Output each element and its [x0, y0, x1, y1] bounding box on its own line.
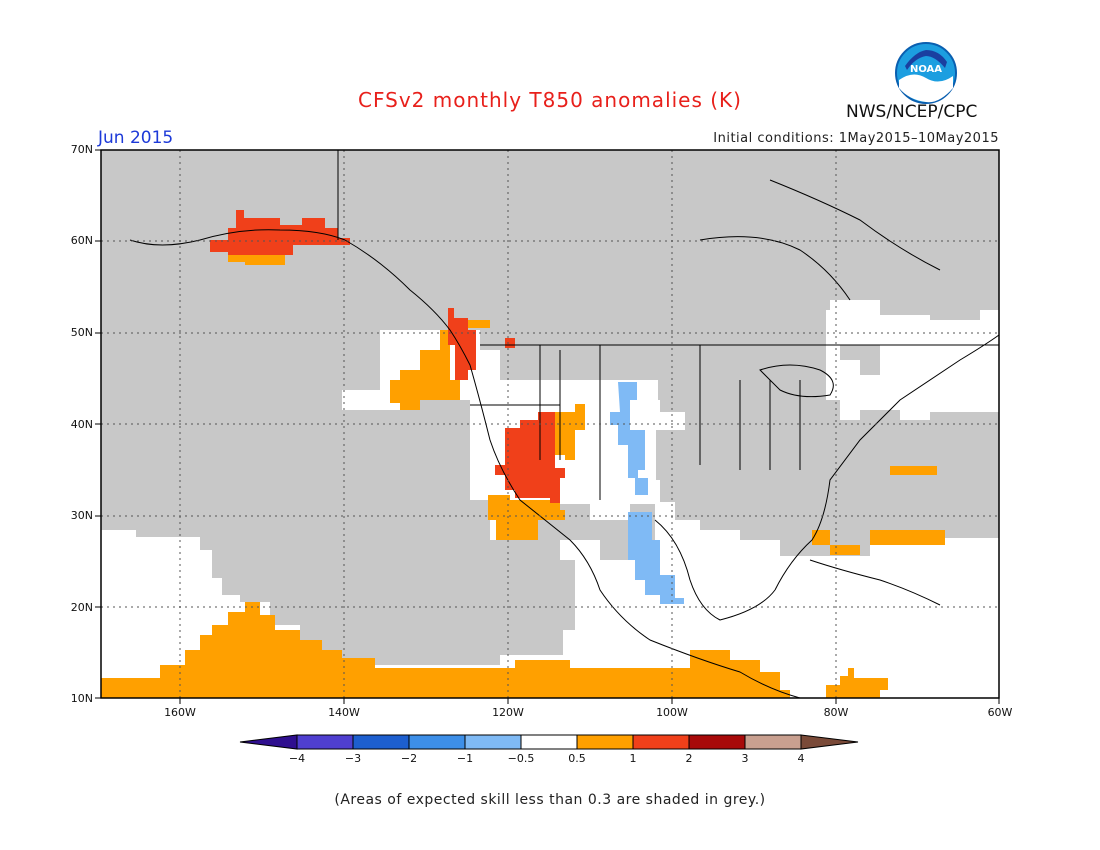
lon-tick-label: 120W	[492, 706, 524, 719]
colorbar-label: −3	[344, 752, 362, 765]
chart-title: CFSv2 monthly T850 anomalies (K)	[358, 88, 742, 112]
anomaly-warm-region	[812, 530, 945, 555]
colorbar-swatch	[352, 734, 410, 750]
lat-tick-label: 60N	[70, 234, 93, 247]
anomaly-strong-warm-region	[495, 412, 565, 503]
axis-ticks	[95, 149, 1000, 704]
colorbar-label: 4	[797, 752, 805, 765]
colorbar-label: −4	[288, 752, 306, 765]
anomaly-warm-region	[390, 330, 460, 410]
colorbar-label: −2	[400, 752, 418, 765]
lon-tick-label: 80W	[823, 706, 849, 719]
anomaly-warm-region	[468, 320, 490, 328]
lon-tick-label: 160W	[164, 706, 196, 719]
anomaly-warm-region	[488, 495, 565, 540]
colorbar-swatch	[464, 734, 522, 750]
colorbar-label: −0.5	[507, 752, 535, 765]
colorbar-label: 1	[629, 752, 637, 765]
lat-tick-label: 20N	[70, 601, 93, 614]
colorbar-swatch	[520, 734, 578, 750]
organization-label: NWS/NCEP/CPC	[846, 102, 978, 122]
anomaly-warm-region	[555, 404, 585, 460]
map-grid	[101, 150, 999, 698]
colorbar-swatch	[408, 734, 466, 750]
noaa-logo-icon: NOAA	[895, 42, 957, 104]
lon-tick-label: 100W	[656, 706, 688, 719]
anomaly-warm-region	[890, 466, 937, 475]
anomaly-strong-warm-region	[210, 210, 350, 255]
coastlines	[129, 179, 1000, 699]
lat-tick-label: 10N	[70, 692, 93, 705]
lat-tick-label: 50N	[70, 326, 93, 339]
colorbar-swatch	[239, 734, 298, 750]
anomaly-cool-region	[610, 382, 645, 478]
initial-conditions-label: Initial conditions: 1May2015–10May2015	[713, 131, 999, 146]
low-skill-region	[101, 150, 999, 556]
anomaly-warm-region	[228, 255, 285, 265]
colorbar-swatch	[800, 734, 859, 750]
footnote: (Areas of expected skill less than 0.3 a…	[334, 792, 766, 808]
colorbar-swatch	[688, 734, 746, 750]
colorbar-label: 0.5	[568, 752, 586, 765]
colorbar-swatch	[632, 734, 690, 750]
forecast-month-label: Jun 2015	[98, 128, 174, 148]
lat-tick-label: 40N	[70, 418, 93, 431]
colorbar-label: −1	[456, 752, 474, 765]
colorbar-swatch	[744, 734, 802, 750]
low-skill-region	[101, 322, 575, 665]
anomaly-strong-warm-region	[505, 338, 515, 348]
lon-tick-label: 60W	[987, 706, 1013, 719]
logo-text: NOAA	[910, 64, 942, 75]
colorbar-label: 3	[741, 752, 749, 765]
anomaly-warm-region	[826, 668, 888, 698]
anomaly-cool-region	[628, 512, 684, 604]
anomaly-cool-region	[635, 478, 648, 495]
colorbar-swatch	[296, 734, 354, 750]
colorbar-label: 2	[685, 752, 693, 765]
map-frame	[100, 149, 1000, 699]
colorbar-swatch	[576, 734, 634, 750]
colorbar	[239, 734, 859, 750]
lat-tick-label: 70N	[70, 143, 93, 156]
lat-tick-label: 30N	[70, 509, 93, 522]
lon-tick-label: 140W	[328, 706, 360, 719]
anomaly-warm-region	[101, 602, 790, 698]
